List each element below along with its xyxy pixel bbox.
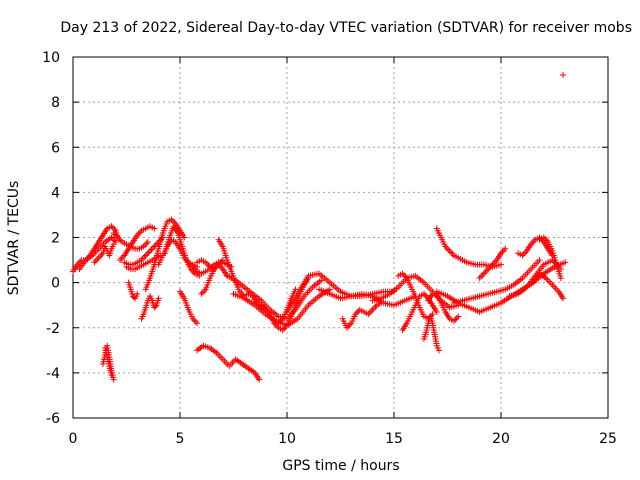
data-point <box>435 347 442 354</box>
data-point <box>109 224 116 231</box>
y-tick-label: 0 <box>51 276 60 292</box>
data-point <box>143 240 150 247</box>
data-point <box>455 313 462 320</box>
data-point <box>142 242 149 249</box>
y-tick-label: 4 <box>51 185 60 201</box>
data-point <box>145 249 152 256</box>
data-point <box>557 275 564 282</box>
data-point <box>204 260 211 267</box>
x-tick-label: 0 <box>69 431 78 447</box>
data-point <box>530 238 537 245</box>
data-point <box>372 303 379 310</box>
data-point <box>498 261 504 268</box>
data-point <box>151 225 158 232</box>
data-point <box>478 273 485 280</box>
data-point <box>369 306 376 313</box>
data-point <box>92 257 99 264</box>
data-point <box>371 305 378 312</box>
x-tick-label: 20 <box>492 431 510 447</box>
data-point <box>147 248 154 255</box>
data-point <box>500 247 507 254</box>
data-point <box>216 263 223 270</box>
data-point <box>274 323 281 330</box>
data-point <box>488 263 495 270</box>
data-point <box>110 241 117 248</box>
ticks: 0 5 10 15 20 25 -6 -4 -2 0 2 4 6 8 10 <box>42 50 617 447</box>
data-point <box>433 308 440 315</box>
data-point <box>502 245 509 252</box>
data-point <box>144 251 151 258</box>
data-point <box>318 277 325 284</box>
data-point <box>479 272 486 279</box>
data-point <box>446 248 453 255</box>
data-point <box>520 251 527 258</box>
y-tick-label: -2 <box>46 321 60 337</box>
data-point <box>480 270 487 277</box>
data-points <box>70 72 569 383</box>
data-point <box>445 246 452 253</box>
data-point <box>536 257 543 264</box>
data-point <box>366 309 373 316</box>
data-point <box>152 242 159 249</box>
data-point <box>483 267 490 274</box>
data-point <box>560 295 567 302</box>
y-tick-label: -4 <box>46 366 60 382</box>
grid <box>73 57 608 418</box>
data-point <box>256 376 263 383</box>
data-point <box>108 372 115 379</box>
data-point <box>194 320 201 327</box>
x-tick-label: 15 <box>385 431 403 447</box>
data-point <box>118 255 125 262</box>
data-point <box>169 217 176 224</box>
data-point <box>117 237 124 244</box>
x-tick-label: 5 <box>176 431 185 447</box>
data-point <box>142 252 149 259</box>
data-point <box>139 255 146 262</box>
data-point <box>560 72 567 79</box>
data-point <box>199 289 206 296</box>
data-point <box>91 259 98 266</box>
data-point <box>97 253 104 260</box>
data-point <box>452 316 459 323</box>
data-point <box>192 318 199 325</box>
y-tick-label: 10 <box>42 50 60 66</box>
data-point <box>149 245 156 252</box>
y-tick-label: 8 <box>51 95 60 111</box>
y-tick-label: -6 <box>46 411 60 427</box>
y-axis-label: SDTVAR / TECUs <box>6 181 22 296</box>
x-tick-label: 25 <box>599 431 617 447</box>
data-point <box>110 376 117 383</box>
data-point <box>137 229 144 236</box>
data-point <box>134 290 141 297</box>
data-point <box>152 303 159 310</box>
y-tick-label: 6 <box>51 140 60 156</box>
data-point <box>292 286 299 293</box>
data-point <box>94 256 101 263</box>
x-axis-label: GPS time / hours <box>282 458 399 474</box>
data-point <box>144 239 151 246</box>
data-point <box>542 236 549 243</box>
data-point <box>155 295 162 302</box>
data-point <box>281 325 288 332</box>
y-tick-label: 2 <box>51 231 60 247</box>
data-point <box>148 246 155 253</box>
data-point <box>95 254 102 261</box>
data-point <box>264 308 271 315</box>
chart-title: Day 213 of 2022, Sidereal Day-to-day VTE… <box>60 20 632 36</box>
data-point <box>198 290 205 297</box>
data-point <box>141 254 148 261</box>
x-tick-label: 10 <box>278 431 296 447</box>
data-point <box>448 249 455 256</box>
data-point <box>562 259 569 266</box>
data-point <box>476 275 483 282</box>
data-point <box>449 251 456 258</box>
data-point <box>482 269 489 276</box>
